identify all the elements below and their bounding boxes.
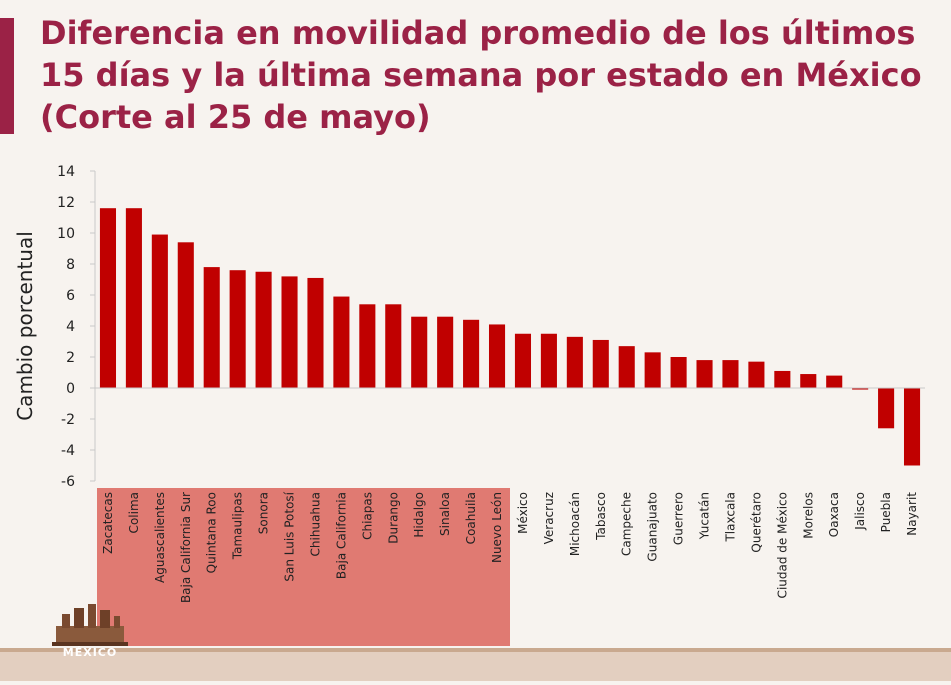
bar bbox=[566, 336, 583, 388]
bar bbox=[359, 304, 376, 388]
x-tick-label: Quintana Roo bbox=[205, 492, 219, 573]
bar bbox=[385, 304, 402, 388]
bar bbox=[255, 271, 272, 388]
bar bbox=[670, 357, 687, 388]
x-tick-label: Guerrero bbox=[672, 492, 686, 545]
x-tick-label: Campeche bbox=[620, 492, 634, 556]
highlight-region bbox=[97, 488, 510, 646]
y-tick-label: -6 bbox=[61, 474, 75, 490]
bar bbox=[514, 333, 532, 388]
x-tick-label: Veracruz bbox=[542, 492, 556, 544]
bar bbox=[281, 276, 298, 388]
x-tick-label: Zacatecas bbox=[101, 492, 115, 554]
x-tick-label: Querétaro bbox=[749, 492, 763, 553]
bar bbox=[722, 360, 739, 388]
y-tick-label: 12 bbox=[57, 195, 75, 211]
x-tick-label: Puebla bbox=[879, 492, 893, 532]
slide-title: Diferencia en movilidad promedio de los … bbox=[40, 14, 922, 136]
x-tick-label: Coahuila bbox=[464, 492, 478, 544]
y-tick-label: 14 bbox=[57, 164, 75, 180]
x-tick-label: Chihuahua bbox=[308, 492, 322, 556]
x-tick-label: México bbox=[516, 492, 530, 534]
bar bbox=[774, 370, 791, 388]
y-axis-label: Cambio porcentual bbox=[13, 231, 37, 421]
y-tick-label: 8 bbox=[66, 257, 75, 273]
footer-band bbox=[0, 648, 951, 681]
bar bbox=[437, 316, 454, 388]
logo-text: MÉXICO bbox=[62, 646, 118, 659]
bar bbox=[618, 346, 635, 388]
footer-stripe bbox=[0, 648, 951, 652]
x-tick-label: Chiapas bbox=[360, 492, 374, 540]
x-tick-label: Ciudad de México bbox=[775, 492, 789, 598]
x-tick-label: Tamaulipas bbox=[231, 492, 245, 560]
bar bbox=[696, 360, 713, 388]
x-tick-label: Tabasco bbox=[594, 492, 608, 541]
x-tick-label: Tlaxcala bbox=[723, 492, 737, 543]
y-tick-label: -2 bbox=[61, 412, 75, 428]
government-logo-icon bbox=[52, 604, 128, 646]
bar bbox=[540, 333, 557, 388]
bar bbox=[411, 316, 428, 388]
bar bbox=[203, 267, 220, 388]
x-tick-label: Hidalgo bbox=[412, 492, 426, 538]
bar bbox=[644, 352, 661, 388]
x-tick-label: San Luis Potosí bbox=[283, 491, 297, 581]
bar bbox=[488, 324, 506, 388]
bar bbox=[177, 242, 194, 388]
x-tick-label: Durango bbox=[386, 492, 400, 544]
x-tick-label: Nayarit bbox=[905, 492, 919, 536]
x-tick-label: Baja California Sur bbox=[179, 492, 193, 603]
bar bbox=[748, 361, 765, 388]
x-tick-label: Colima bbox=[127, 492, 141, 533]
bar bbox=[125, 208, 142, 388]
title-accent-bar bbox=[0, 18, 14, 134]
bar bbox=[852, 388, 869, 390]
bar bbox=[878, 388, 895, 429]
bar bbox=[99, 208, 117, 388]
bar bbox=[592, 339, 609, 388]
bar bbox=[333, 296, 350, 388]
x-tick-label: Sonora bbox=[257, 492, 271, 534]
bar bbox=[463, 319, 480, 388]
bar bbox=[800, 374, 817, 388]
y-tick-label: 10 bbox=[57, 226, 75, 242]
y-tick-label: 4 bbox=[66, 319, 75, 335]
bar bbox=[151, 234, 168, 388]
bar bbox=[307, 277, 324, 388]
x-tick-label: Nuevo León bbox=[490, 492, 504, 563]
y-tick-label: 6 bbox=[66, 288, 75, 304]
x-tick-label: Oaxaca bbox=[827, 492, 841, 537]
x-tick-label: Aguascalientes bbox=[153, 492, 167, 583]
y-tick-label: -4 bbox=[61, 443, 75, 459]
bar bbox=[229, 270, 246, 388]
y-tick-label: 0 bbox=[66, 381, 75, 397]
x-tick-label: Guanajuato bbox=[646, 492, 660, 562]
bar bbox=[903, 388, 921, 466]
x-tick-label: Jalisco bbox=[853, 492, 867, 531]
y-tick-label: 2 bbox=[66, 350, 75, 366]
x-tick-label: Yucatán bbox=[698, 492, 712, 540]
x-tick-label: Baja California bbox=[334, 492, 348, 579]
x-tick-label: Sinaloa bbox=[438, 492, 452, 536]
x-tick-label: Morelos bbox=[801, 492, 815, 539]
bar bbox=[826, 375, 843, 388]
x-tick-label: Michoacán bbox=[568, 492, 582, 556]
